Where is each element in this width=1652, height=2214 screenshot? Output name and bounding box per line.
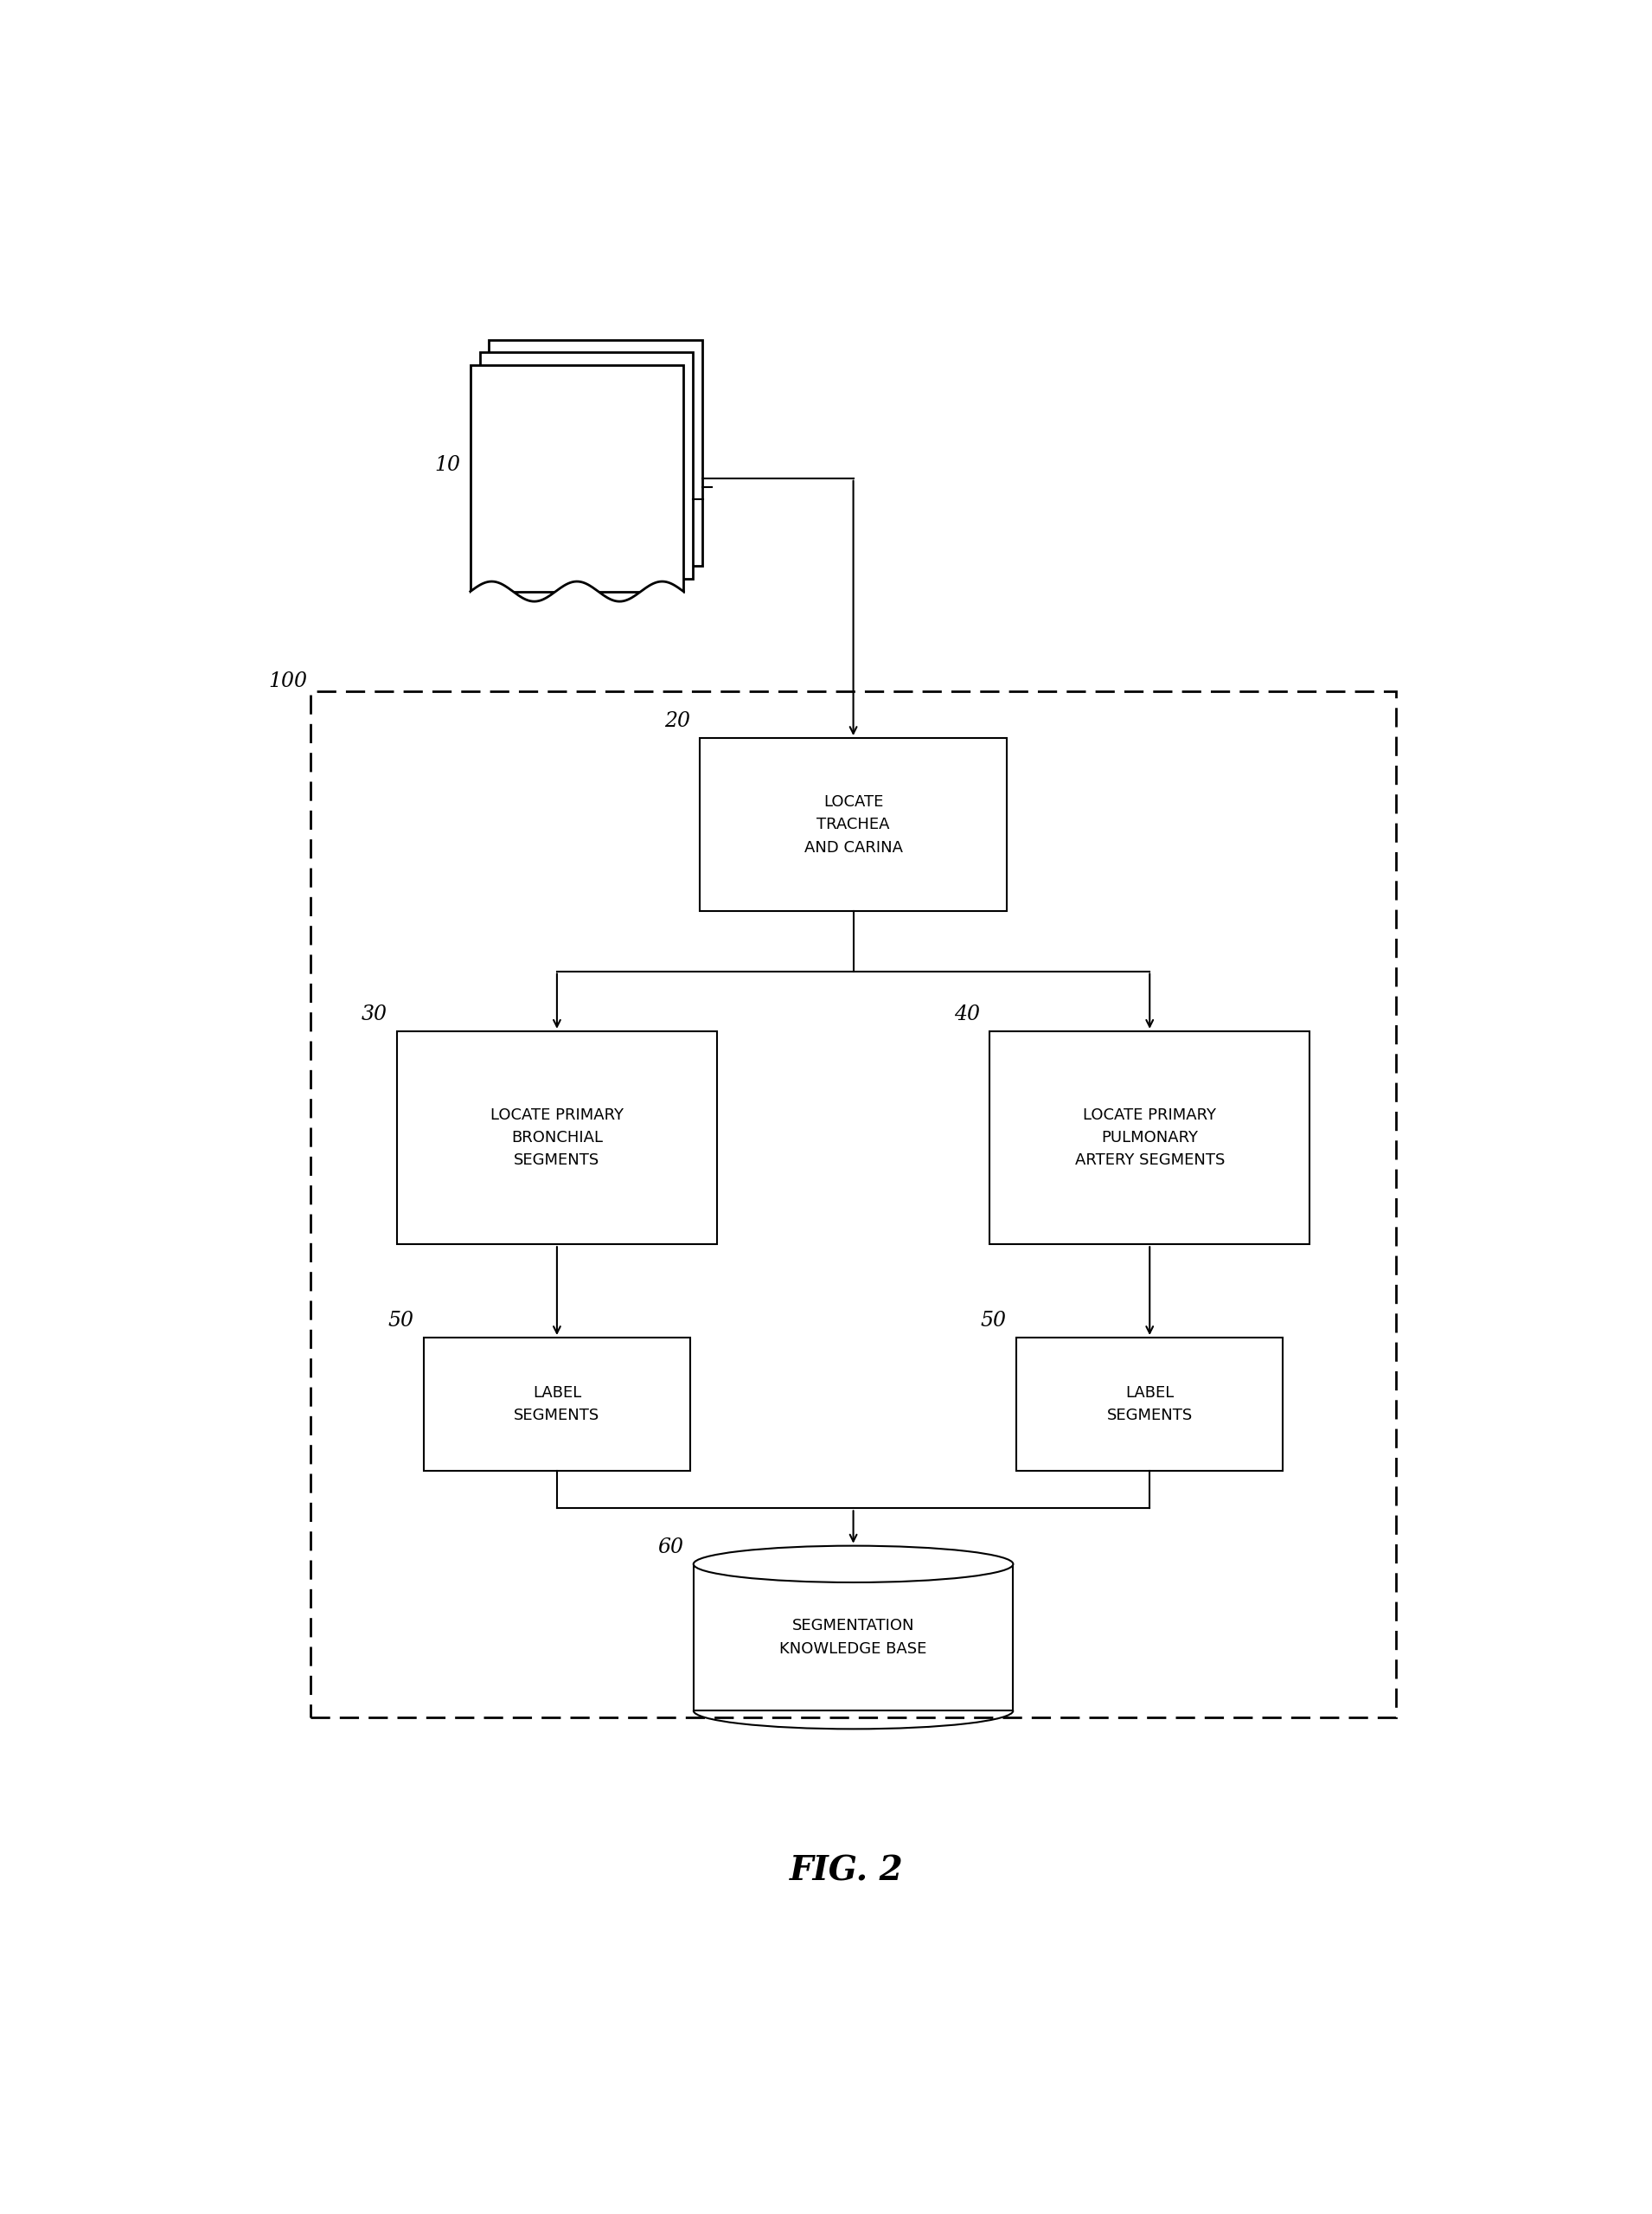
Text: LOCATE PRIMARY
BRONCHIAL
SEGMENTS: LOCATE PRIMARY BRONCHIAL SEGMENTS	[491, 1107, 623, 1169]
Bar	[311, 691, 1396, 1718]
Text: FIG. 2: FIG. 2	[790, 1853, 904, 1886]
Polygon shape	[471, 582, 684, 602]
Bar	[425, 1337, 691, 1470]
Text: 50: 50	[388, 1311, 413, 1331]
Text: 30: 30	[362, 1005, 387, 1025]
Bar	[694, 1563, 1013, 1711]
Text: 10: 10	[434, 454, 461, 474]
Bar	[479, 352, 692, 578]
Bar	[396, 1032, 717, 1244]
Text: LABEL
SEGMENTS: LABEL SEGMENTS	[514, 1386, 600, 1424]
Bar	[1016, 1337, 1284, 1470]
Text: 60: 60	[657, 1537, 684, 1556]
Text: 40: 40	[953, 1005, 980, 1025]
Bar	[700, 737, 1006, 912]
Text: LABEL
SEGMENTS: LABEL SEGMENTS	[1107, 1386, 1193, 1424]
Text: 100: 100	[268, 671, 307, 691]
Bar	[990, 1032, 1310, 1244]
Text: LOCATE
TRACHEA
AND CARINA: LOCATE TRACHEA AND CARINA	[805, 795, 902, 855]
Bar	[471, 365, 684, 591]
Text: 50: 50	[981, 1311, 1006, 1331]
Bar	[489, 339, 702, 567]
Text: LOCATE PRIMARY
PULMONARY
ARTERY SEGMENTS: LOCATE PRIMARY PULMONARY ARTERY SEGMENTS	[1075, 1107, 1224, 1169]
Ellipse shape	[694, 1545, 1013, 1583]
Text: 20: 20	[664, 711, 691, 731]
Text: SEGMENTATION
KNOWLEDGE BASE: SEGMENTATION KNOWLEDGE BASE	[780, 1618, 927, 1656]
